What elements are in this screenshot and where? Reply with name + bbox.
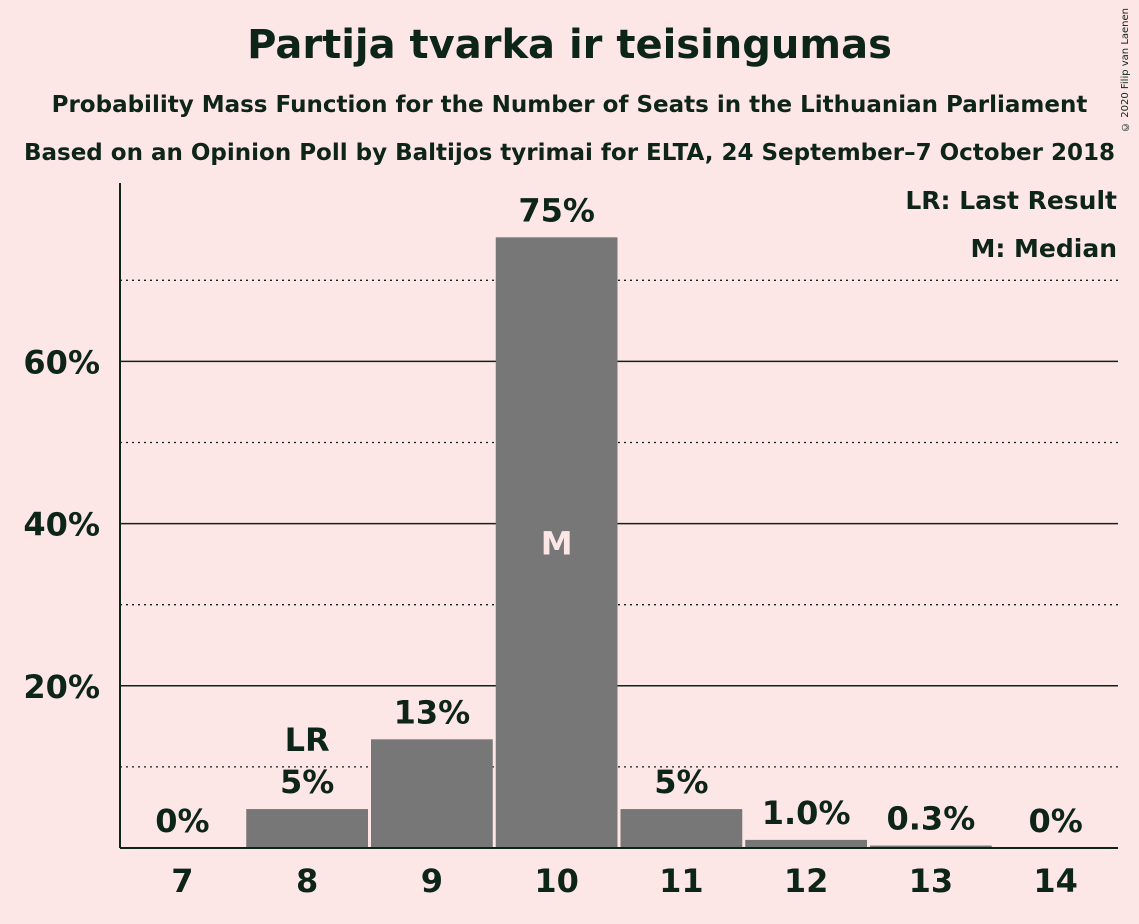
bar [745, 839, 867, 848]
bar [246, 809, 368, 848]
x-tick-label: 9 [421, 862, 443, 900]
data-label: 5% [654, 763, 708, 801]
last-result-marker: LR [285, 721, 330, 759]
x-tick-label: 8 [296, 862, 318, 900]
data-label: 0% [1028, 802, 1082, 840]
bar [495, 237, 618, 848]
chart-title: Partija tvarka ir teisingumas [247, 22, 892, 68]
y-tick-label: 20% [23, 668, 100, 706]
chart-subtitle: Probability Mass Function for the Number… [51, 92, 1088, 118]
data-label: 0.3% [887, 800, 976, 838]
y-tick-label: 60% [23, 343, 100, 381]
x-tick-label: 7 [171, 862, 193, 900]
data-label: 5% [280, 763, 334, 801]
x-tick-label: 11 [659, 862, 704, 900]
data-label: 0% [155, 802, 209, 840]
legend-median: M: Median [970, 234, 1117, 263]
data-label: 75% [518, 191, 595, 229]
legend-last-result: LR: Last Result [905, 186, 1117, 215]
x-tick-label: 10 [534, 862, 579, 900]
x-tick-label: 12 [784, 862, 829, 900]
bar [371, 739, 493, 848]
median-marker: M [541, 525, 573, 563]
data-label: 1.0% [762, 794, 851, 832]
chart-subtitle-poll: Based on an Opinion Poll by Baltijos tyr… [23, 140, 1116, 166]
x-tick-label: 13 [909, 862, 954, 900]
bar [620, 809, 743, 848]
y-tick-label: 40% [23, 506, 100, 544]
data-label: 13% [394, 693, 471, 731]
x-tick-label: 14 [1033, 862, 1078, 900]
bar [870, 845, 992, 848]
